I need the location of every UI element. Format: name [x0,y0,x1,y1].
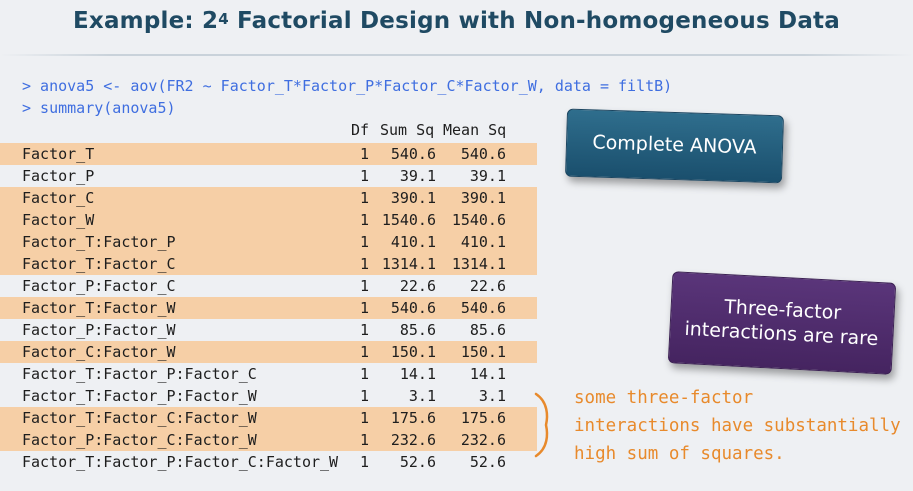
row-df: 1 [359,365,369,383]
slide-title: Example: 24 Factorial Design with Non-ho… [0,8,913,34]
title-exponent: 4 [218,10,229,28]
table-row: Factor_T:Factor_P:Factor_C:Factor_W 1 52.6… [0,451,537,473]
table-row: Factor_P:Factor_W 1 85.6 85.6 [0,319,537,341]
column-header-sum-sq: Sum Sq [380,121,435,139]
row-term: Factor_T:Factor_C:Factor_W [22,409,257,427]
row-df: 1 [359,277,369,295]
three-factor-callout: Three-factor interactions are rare [667,271,897,375]
console-command-summary: > summary(anova5) [22,99,176,117]
row-df: 1 [359,255,369,273]
row-sum-sq: 540.6 [390,299,436,317]
row-term: Factor_T:Factor_W [22,299,176,317]
row-mean-sq: 232.6 [460,431,506,449]
table-row: Factor_C:Factor_W 1 150.1 150.1 [0,341,537,363]
row-sum-sq: 175.6 [390,409,436,427]
console-command-aov: > anova5 <- aov(FR2 ~ Factor_T*Factor_P*… [22,77,673,95]
row-df: 1 [359,431,369,449]
table-row: Factor_C 1 390.1 390.1 [0,187,537,209]
row-mean-sq: 150.1 [460,343,506,361]
table-row: Factor_T:Factor_P:Factor_W 1 3.1 3.1 [0,385,537,407]
row-mean-sq: 39.1 [469,167,506,185]
row-sum-sq: 540.6 [390,145,436,163]
title-divider [0,54,913,56]
row-mean-sq: 540.6 [460,145,506,163]
table-row: Factor_W 1 1540.6 1540.6 [0,209,537,231]
table-row: Factor_T:Factor_W 1 540.6 540.6 [0,297,537,319]
row-df: 1 [359,211,369,229]
row-mean-sq: 540.6 [460,299,506,317]
row-term: Factor_T:Factor_P [22,233,176,251]
row-df: 1 [359,189,369,207]
row-term: Factor_C [22,189,95,207]
row-sum-sq: 39.1 [399,167,436,185]
bracket-icon [534,392,549,458]
row-term: Factor_T:Factor_C [22,255,176,273]
title-suffix: Factorial Design with Non-homogeneous Da… [228,8,840,34]
row-df: 1 [359,409,369,427]
row-mean-sq: 410.1 [460,233,506,251]
row-sum-sq: 85.6 [399,321,436,339]
row-mean-sq: 22.6 [469,277,506,295]
row-term: Factor_P [22,167,95,185]
row-df: 1 [359,233,369,251]
row-mean-sq: 85.6 [469,321,506,339]
table-row: Factor_P 1 39.1 39.1 [0,165,537,187]
note-line-2: interactions have substantially [574,416,901,436]
row-term: Factor_P:Factor_C:Factor_W [22,431,257,449]
title-prefix: Example: 2 [73,8,219,34]
row-df: 1 [359,321,369,339]
row-mean-sq: 390.1 [460,189,506,207]
row-sum-sq: 22.6 [399,277,436,295]
row-term: Factor_W [22,211,95,229]
row-term: Factor_T [22,145,95,163]
row-sum-sq: 14.1 [399,365,436,383]
column-header-mean-sq: Mean Sq [443,121,507,139]
row-df: 1 [359,387,369,405]
note-line-1: some three-factor [574,388,754,408]
row-term: Factor_P:Factor_C [22,277,176,295]
table-row: Factor_T:Factor_P:Factor_C 1 14.1 14.1 [0,363,537,385]
table-row: Factor_P:Factor_C 1 22.6 22.6 [0,275,537,297]
row-sum-sq: 52.6 [399,453,436,471]
row-df: 1 [359,343,369,361]
note-line-3: high sum of squares. [574,444,785,464]
row-df: 1 [359,453,369,471]
row-sum-sq: 150.1 [390,343,436,361]
row-term: Factor_P:Factor_W [22,321,176,339]
row-sum-sq: 410.1 [390,233,436,251]
row-mean-sq: 3.1 [478,387,506,405]
table-row: Factor_T:Factor_C:Factor_W 1 175.6 175.6 [0,407,537,429]
row-sum-sq: 232.6 [390,431,436,449]
row-term: Factor_T:Factor_P:Factor_W [22,387,257,405]
complete-anova-callout: Complete ANOVA [564,108,785,184]
row-mean-sq: 14.1 [469,365,506,383]
row-mean-sq: 1540.6 [451,211,506,229]
table-row: Factor_P:Factor_C:Factor_W 1 232.6 232.6 [0,429,537,451]
row-sum-sq: 1540.6 [381,211,436,229]
row-mean-sq: 1314.1 [451,255,506,273]
row-term: Factor_T:Factor_P:Factor_C:Factor_W [22,453,339,471]
row-mean-sq: 175.6 [460,409,506,427]
row-df: 1 [359,299,369,317]
table-row: Factor_T 1 540.6 540.6 [0,143,537,165]
row-mean-sq: 52.6 [469,453,506,471]
row-df: 1 [359,145,369,163]
complete-anova-text: Complete ANOVA [592,131,757,159]
row-sum-sq: 3.1 [408,387,436,405]
row-term: Factor_T:Factor_P:Factor_C [22,365,257,383]
row-sum-sq: 390.1 [390,189,436,207]
row-sum-sq: 1314.1 [381,255,436,273]
table-row: Factor_T:Factor_C 1 1314.1 1314.1 [0,253,537,275]
row-term: Factor_C:Factor_W [22,343,176,361]
table-row: Factor_T:Factor_P 1 410.1 410.1 [0,231,537,253]
column-header-df: Df [351,121,370,139]
row-df: 1 [359,167,369,185]
